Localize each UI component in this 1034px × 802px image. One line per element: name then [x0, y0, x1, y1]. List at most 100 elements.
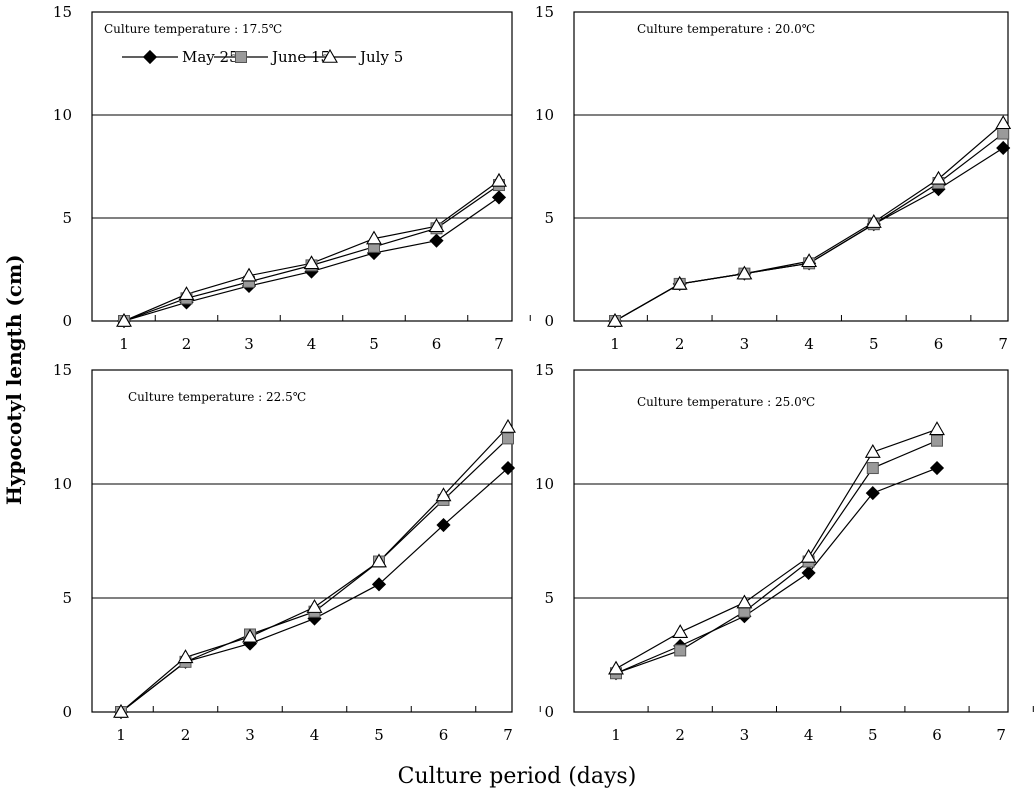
- data-point-may-25: [801, 565, 816, 580]
- data-point-may-25: [929, 460, 945, 476]
- y-tick-label: 10: [53, 475, 72, 493]
- data-point-june-15: [866, 462, 879, 475]
- data-point-july-5: [306, 599, 323, 613]
- data-point-july-5: [930, 170, 947, 185]
- data-point-july-5: [242, 628, 258, 643]
- series-line-may-25: [120, 467, 509, 713]
- x-tick-label: 1: [116, 726, 126, 744]
- data-point-june-15: [502, 432, 514, 445]
- data-point-july-5: [371, 553, 387, 568]
- x-tick-label: 3: [740, 335, 750, 353]
- y-tick-label: 10: [535, 475, 554, 493]
- x-tick-label: 6: [934, 335, 944, 353]
- x-tick-label: 7: [503, 726, 513, 744]
- legend-label: June 15: [270, 48, 330, 66]
- series-line-may-25: [615, 467, 938, 674]
- plot-frame: [573, 11, 1009, 322]
- data-point-july-5: [800, 548, 817, 563]
- data-point-july-5: [491, 172, 507, 187]
- data-point-july-5: [608, 660, 624, 675]
- data-point-july-5: [303, 255, 320, 270]
- chart-panel-2: 0 5 10 15 1 2 3 4 5 6 7 Culture temperature : 20.0℃: [535, 3, 1012, 353]
- series-line-june-15: [120, 437, 509, 713]
- data-point-may-25: [436, 517, 451, 533]
- data-point-may-25: [371, 577, 387, 592]
- legend-item-june-15: June 15: [214, 48, 330, 66]
- plot-frame: [91, 369, 513, 713]
- y-tick-label: 0: [544, 703, 554, 721]
- x-tick-label: 5: [374, 726, 384, 744]
- data-point-may-25: [865, 486, 880, 501]
- y-tick-label: 10: [53, 106, 72, 124]
- x-axis-title: Culture period (days): [397, 764, 637, 789]
- data-point-may-25: [500, 460, 516, 476]
- legend: May 25 June 15 July 5: [122, 48, 403, 66]
- legend-label: July 5: [358, 48, 403, 66]
- data-point-july-5: [671, 275, 688, 290]
- y-tick-label: 5: [544, 209, 554, 227]
- chart-panel-1: 0 5 10 15 1 2 3 4 5 6 7 Culture temperature : 17.5℃: [53, 3, 531, 353]
- panel-title: Culture temperature : 17.5℃: [104, 22, 282, 36]
- series-line-july-5: [120, 426, 509, 713]
- x-tick-label: 7: [996, 726, 1006, 744]
- series-line-june-15: [615, 440, 938, 674]
- y-tick-label: 5: [62, 589, 72, 607]
- y-tick-label: 5: [544, 589, 554, 607]
- panel-title: Culture temperature : 25.0℃: [637, 395, 815, 409]
- data-point-july-5: [178, 286, 195, 301]
- y-tick-label: 0: [544, 312, 554, 330]
- series-line-july-5: [614, 122, 1004, 322]
- legend-triangle-marker: [322, 48, 338, 63]
- x-tick-label: 2: [675, 335, 685, 353]
- x-tick-label: 3: [245, 726, 255, 744]
- data-point-july-5: [113, 703, 129, 718]
- y-tick-label: 5: [62, 209, 72, 227]
- series-line-june-15: [123, 184, 500, 322]
- x-tick-label: 3: [740, 726, 750, 744]
- x-tick-label: 4: [310, 726, 320, 744]
- x-tick-label: 7: [494, 335, 504, 353]
- y-tick-label: 0: [62, 703, 72, 721]
- y-tick-label: 0: [62, 312, 72, 330]
- data-point-july-5: [801, 253, 818, 268]
- x-tick-label: 1: [119, 335, 129, 353]
- panel-title: Culture temperature : 20.0℃: [637, 22, 815, 36]
- data-point-may-25: [429, 233, 444, 248]
- legend-item-may-25: May 25: [122, 48, 239, 66]
- data-point-july-5: [435, 487, 452, 502]
- x-tick-label: 4: [307, 335, 317, 353]
- x-tick-label: 1: [611, 726, 621, 744]
- y-tick-label: 15: [53, 361, 72, 379]
- x-tick-label: 5: [369, 335, 379, 353]
- y-axis-title: Hypocotyl length (cm): [2, 254, 26, 506]
- data-point-june-15: [997, 127, 1010, 140]
- data-point-july-5: [177, 649, 194, 664]
- legend-diamond-marker: [142, 49, 158, 65]
- data-point-may-25: [996, 140, 1011, 156]
- data-point-july-5: [865, 214, 882, 228]
- legend-item-july-5: July 5: [304, 48, 403, 66]
- x-tick-label: 4: [804, 335, 814, 353]
- data-point-july-5: [995, 115, 1012, 130]
- data-point-july-5: [428, 218, 445, 233]
- x-tick-label: 6: [432, 335, 442, 353]
- data-point-july-5: [736, 594, 753, 609]
- data-point-june-15: [931, 434, 943, 447]
- y-tick-label: 15: [535, 3, 554, 21]
- y-tick-label: 10: [535, 106, 554, 124]
- data-point-july-5: [241, 267, 257, 282]
- y-tick-label: 15: [535, 361, 554, 379]
- x-tick-label: 2: [181, 726, 191, 744]
- legend-square-marker: [235, 51, 247, 63]
- data-point-june-15: [674, 644, 687, 657]
- plot-frame: [573, 369, 1009, 713]
- data-point-july-5: [929, 421, 945, 436]
- data-point-july-5: [672, 624, 689, 639]
- data-point-july-5: [116, 312, 132, 327]
- series-line-june-15: [614, 133, 1004, 322]
- data-point-july-5: [366, 230, 382, 245]
- x-tick-label: 6: [439, 726, 449, 744]
- chart-panel-4: 0 5 10 15 1 2 3 4 5 6 7 Culture temperature : 25.0℃: [535, 361, 1034, 744]
- x-tick-label: 2: [182, 335, 192, 353]
- x-tick-label: 3: [244, 335, 254, 353]
